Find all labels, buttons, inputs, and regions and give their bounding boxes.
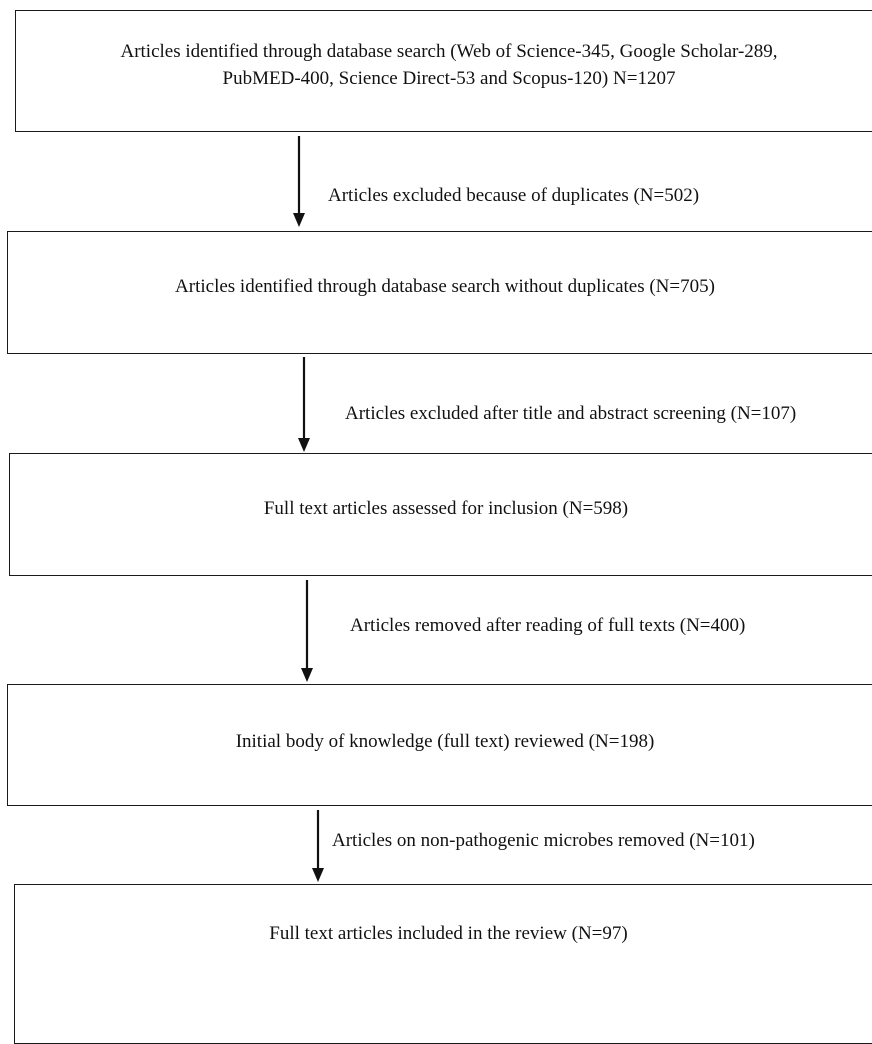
arrow-down [312,810,324,882]
step-line: Initial body of knowledge (full text) re… [235,730,655,752]
step-text-reviewed: Initial body of knowledge (full text) re… [236,729,655,756]
step-line: Full text articles assessed for inclusio… [263,498,629,520]
step-text-assessed: Full text articles assessed for inclusio… [264,496,628,523]
step-box-reviewed: Initial body of knowledge (full text) re… [7,684,872,806]
arrow-down [293,136,305,227]
exclusion-label-duplicates: Articles excluded because of duplicates … [328,185,700,206]
exclusion-label-non-pathogenic: Articles on non-pathogenic microbes remo… [332,830,755,851]
step-box-included: Full text articles included in the revie… [14,884,872,1044]
step-line: Full text articles included in the revie… [269,922,628,944]
step-text-included: Full text articles included in the revie… [269,921,627,948]
exclusion-label-full-texts: Articles removed after reading of full t… [350,615,746,636]
step-text-without-duplicates: Articles identified through database sea… [175,274,715,301]
step-text-identified: Articles identified through database sea… [120,39,777,93]
arrow-down [298,357,310,452]
step-line: PubMED-400, Science Direct-53 and Scopus… [222,68,676,89]
step-box-assessed: Full text articles assessed for inclusio… [9,453,872,576]
step-line: Articles identified through database sea… [175,276,715,298]
exclusion-label-screening: Articles excluded after title and abstra… [345,403,797,424]
step-box-without-duplicates: Articles identified through database sea… [7,231,872,354]
arrow-down [301,580,313,682]
step-line: Articles identified through database sea… [120,41,778,63]
step-box-identified: Articles identified through database sea… [15,10,872,132]
